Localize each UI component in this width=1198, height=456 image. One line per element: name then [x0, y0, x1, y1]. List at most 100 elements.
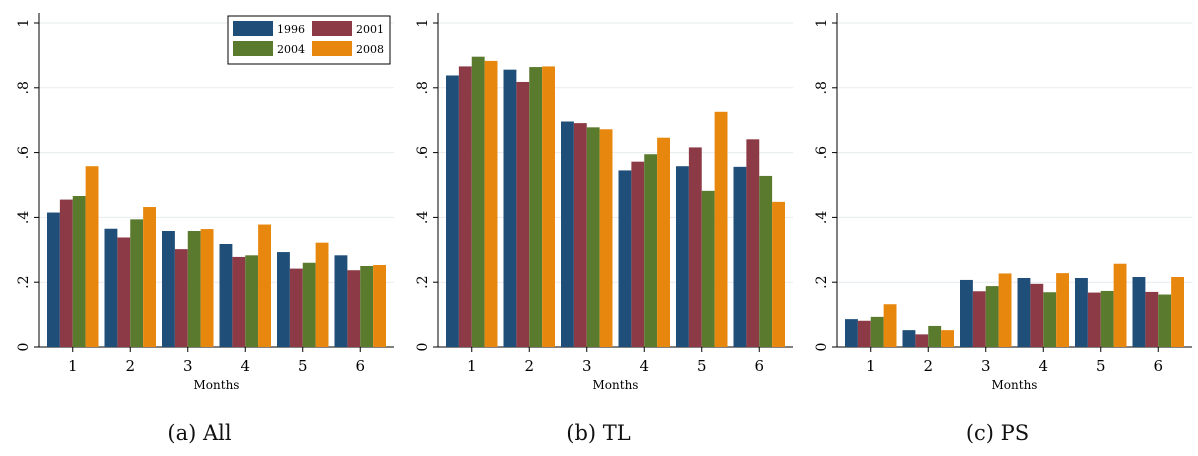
bar-2001-month-1	[857, 320, 871, 347]
x-tick-label: 5	[697, 357, 707, 375]
x-tick-label: 5	[298, 357, 308, 375]
x-axis-title: Months	[194, 378, 240, 392]
bar-2008-month-5	[315, 242, 329, 347]
legend-swatch-2001	[312, 21, 352, 36]
y-tick-label: .6	[16, 146, 32, 159]
bar-2001-month-1	[458, 66, 472, 347]
bar-chart-all: 0 .2 .4 .6 .8 1 1 2 3 4 5 6 Months 1996 2001 2004 2008	[16, 13, 394, 392]
bar-2001-month-2	[117, 237, 131, 347]
panel-all: 0 .2 .4 .6 .8 1 1 2 3 4 5 6 Months 1996 2001 2004 2008 a…	[0, 0, 399, 456]
bar-2008-month-3	[599, 129, 613, 347]
x-tick-label: 3	[183, 357, 193, 375]
bar-1996-month-6	[733, 166, 747, 347]
caption-text: PS	[1000, 421, 1030, 445]
x-tick-label: 3	[582, 357, 592, 375]
panel-ps: 0 .2 .4 .6 .8 1 1 2 3 4 5 6 Months cPS	[798, 0, 1197, 456]
y-tick-label: .4	[814, 211, 830, 224]
bar-2008-month-6	[1171, 277, 1184, 347]
bar-1996-month-1	[47, 212, 60, 347]
bar-2004-month-4	[644, 154, 658, 347]
caption-label: b	[566, 421, 603, 445]
x-tick-label: 2	[524, 357, 534, 375]
bar-2004-month-1	[870, 316, 884, 347]
bar-2004-month-2	[928, 325, 942, 347]
x-tick-label: 4	[1038, 357, 1048, 375]
bar-2004-month-5	[302, 262, 316, 347]
x-tick-label: 1	[467, 357, 477, 375]
caption-label: c	[966, 421, 1001, 445]
bar-2004-month-3	[586, 127, 600, 347]
x-tick-label: 6	[355, 357, 365, 375]
x-tick-label: 6	[754, 357, 764, 375]
bar-2001-month-6	[746, 139, 760, 347]
y-tick-label: 1	[415, 19, 431, 28]
bar-1996-month-5	[277, 252, 290, 347]
y-tick-label: .6	[814, 146, 830, 159]
x-tick-label: 4	[240, 357, 250, 375]
bar-2001-month-6	[347, 270, 361, 347]
bar-2001-month-3	[573, 123, 587, 347]
caption-all: aAll	[0, 421, 399, 445]
caption-label: a	[167, 421, 203, 445]
bar-1996-month-4	[219, 243, 233, 347]
bar-1996-month-4	[1017, 277, 1031, 347]
bar-2008-month-4	[1056, 273, 1069, 347]
legend-label-2004: 2004	[277, 43, 305, 56]
y-tick-label: .2	[814, 276, 830, 289]
legend-swatch-2008	[312, 41, 352, 56]
bar-2008-month-3	[998, 273, 1012, 347]
bar-2001-month-6	[1145, 291, 1159, 347]
bar-1996-month-4	[618, 170, 632, 347]
bar-2008-month-2	[143, 207, 156, 347]
y-tick-label: 0	[415, 343, 431, 352]
bar-2004-month-3	[187, 231, 201, 347]
bar-2008-month-2	[542, 66, 555, 347]
y-tick-label: .2	[16, 276, 32, 289]
x-tick-label: 1	[68, 357, 78, 375]
bar-1996-month-3	[960, 279, 973, 347]
y-tick-label: 0	[16, 343, 32, 352]
bar-2008-month-5	[714, 111, 728, 347]
bar-1996-month-1	[446, 75, 459, 347]
x-tick-label: 5	[1096, 357, 1106, 375]
bar-2004-month-6	[360, 266, 374, 347]
bar-2008-month-3	[200, 229, 214, 347]
bar-chart-ps: 0 .2 .4 .6 .8 1 1 2 3 4 5 6 Months	[814, 13, 1192, 392]
caption-ps: cPS	[798, 421, 1197, 445]
bar-2001-month-3	[174, 249, 188, 347]
bar-2001-month-5	[688, 147, 702, 347]
y-tick-label: 0	[814, 343, 830, 352]
y-tick-label: 1	[16, 19, 32, 28]
bar-1996-month-2	[503, 69, 517, 347]
x-tick-label: 4	[639, 357, 649, 375]
y-tick-label: .4	[415, 211, 431, 224]
x-axis-title: Months	[593, 378, 639, 392]
bar-chart-tl: 0 .2 .4 .6 .8 1 1 2 3 4 5 6 Months	[415, 13, 793, 392]
bar-2001-month-4	[631, 161, 645, 347]
x-tick-label: 1	[866, 357, 876, 375]
bar-1996-month-2	[902, 330, 916, 347]
bar-1996-month-3	[162, 231, 175, 347]
bar-1996-month-1	[845, 319, 858, 347]
bar-2008-month-1	[484, 60, 498, 348]
bar-2004-month-4	[245, 255, 259, 347]
x-axis-title: Months	[992, 378, 1038, 392]
bar-2008-month-2	[941, 330, 954, 347]
y-tick-label: .8	[16, 81, 32, 94]
legend-swatch-1996	[233, 21, 273, 36]
bar-2008-month-1	[85, 166, 99, 347]
bar-2008-month-5	[1113, 263, 1127, 347]
bar-1996-month-6	[334, 255, 348, 347]
bar-2008-month-6	[373, 265, 386, 347]
bar-2001-month-3	[972, 291, 986, 347]
bar-2008-month-6	[772, 201, 785, 347]
bar-2001-month-4	[1030, 283, 1044, 347]
bar-1996-month-5	[1075, 277, 1088, 347]
bar-1996-month-6	[1132, 277, 1146, 347]
legend-swatch-2004	[233, 41, 273, 56]
bar-2001-month-5	[1087, 292, 1101, 347]
y-tick-label: .8	[415, 81, 431, 94]
bar-1996-month-2	[104, 228, 118, 347]
caption-text: All	[203, 421, 232, 445]
legend-label-2001: 2001	[356, 23, 384, 36]
